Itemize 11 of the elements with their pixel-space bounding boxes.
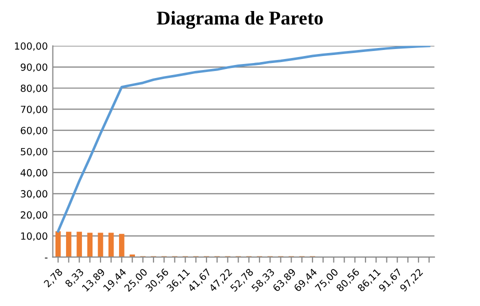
chart-title: Diagrama de Pareto	[156, 10, 323, 29]
y-tick-label: 70,00	[20, 106, 48, 114]
y-tick-label: 30,00	[20, 190, 48, 199]
y-tick-label: 100,00	[14, 42, 48, 51]
y-tick-label: 50,00	[20, 148, 48, 156]
y-tick-label: 20,00	[20, 211, 48, 220]
y-tick-label: 90,00	[20, 63, 48, 72]
y-tick-label: 10,00	[21, 232, 48, 241]
y-tick-label: 60,00	[20, 126, 48, 136]
y-tick-label: 40,00	[20, 169, 48, 178]
y-tick-label: 80,00	[20, 84, 48, 93]
